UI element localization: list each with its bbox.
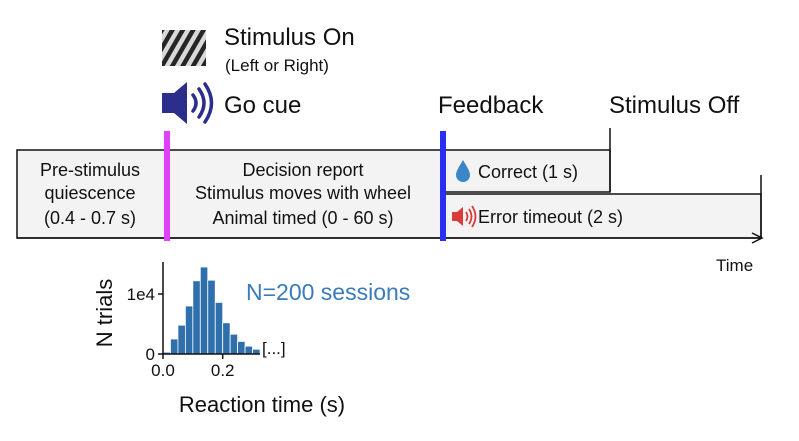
histogram-bar	[222, 322, 231, 355]
x-axis-label: Reaction time (s)	[179, 392, 345, 417]
grating-stimulus-icon	[162, 30, 206, 66]
histogram-bars	[162, 266, 261, 355]
histogram-bar	[207, 279, 216, 355]
error-label: Error timeout (2 s)	[478, 207, 623, 227]
histogram-bar	[177, 324, 186, 355]
speaker-icon	[162, 82, 214, 124]
stimulus-off-label: Stimulus Off	[609, 92, 740, 119]
histogram-bar	[244, 345, 253, 355]
histogram-bar	[184, 305, 194, 355]
decision-line-2: Stimulus moves with wheel	[195, 183, 411, 203]
histogram-bar	[199, 266, 209, 355]
y-axis-label: N trials	[92, 279, 117, 347]
error-speaker-icon	[452, 205, 477, 228]
pre-feedback-box	[16, 149, 444, 239]
decision-line-3: Animal timed (0 - 60 s)	[212, 208, 393, 228]
histogram-bar	[170, 338, 179, 355]
prestim-line-1: Pre-stimulus	[40, 160, 140, 180]
feedback-label: Feedback	[438, 92, 544, 119]
x-tick-label: 0.2	[211, 361, 235, 380]
correct-label: Correct (1 s)	[478, 162, 578, 182]
feedback-marker	[440, 131, 446, 241]
y-tick-label: 1e4	[127, 285, 155, 304]
histogram-axes: 0 1e4 0.0 0.2	[127, 262, 260, 380]
go-cue-label: Go cue	[224, 92, 301, 119]
correct-box	[442, 149, 611, 193]
time-label: Time	[716, 256, 753, 275]
histogram-bar	[214, 301, 224, 355]
stimulus-on-label: Stimulus On	[224, 24, 355, 51]
stimulus-on-sublabel: (Left or Right)	[225, 56, 329, 75]
error-box	[442, 193, 762, 239]
x-tick-label: 0.0	[151, 361, 175, 380]
histogram-bar	[229, 333, 239, 355]
n-sessions-annotation: N=200 sessions	[246, 279, 410, 305]
histogram-bar	[192, 280, 201, 355]
y-tick-label: 0	[146, 345, 155, 364]
water-drop-icon	[456, 160, 470, 182]
decision-line-1: Decision report	[242, 160, 363, 180]
prestim-line-3: (0.4 - 0.7 s)	[44, 208, 136, 228]
histogram-bar	[237, 340, 246, 355]
truncation-label: [...]	[262, 339, 286, 358]
prestim-line-2: quiescence	[44, 183, 135, 203]
go-cue-marker	[164, 131, 170, 241]
